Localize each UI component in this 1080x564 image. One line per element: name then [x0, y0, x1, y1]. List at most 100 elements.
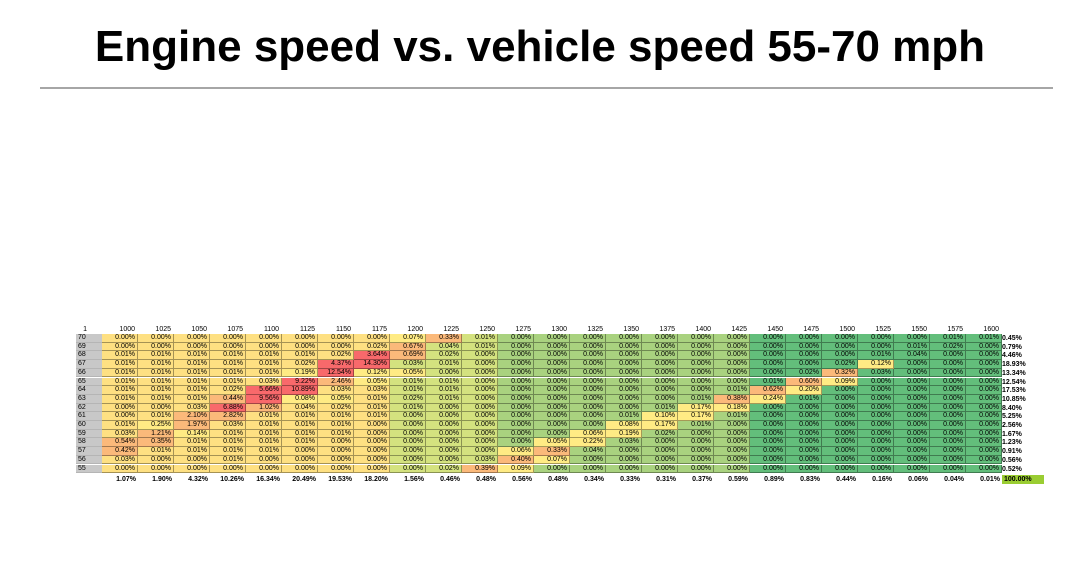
- column-header: 1075: [227, 326, 243, 333]
- table-cell: 0.06%: [498, 447, 534, 456]
- table-cell: 0.00%: [786, 464, 822, 474]
- table-cell: 0.00%: [462, 386, 498, 395]
- table-cell: 0.03%: [174, 403, 210, 413]
- table-cell: 0.00%: [498, 438, 534, 448]
- table-cell: 0.05%: [354, 377, 390, 387]
- table-cell: 0.02%: [390, 394, 426, 404]
- table-cell: 0.01%: [174, 447, 210, 456]
- table-cell: 0.00%: [894, 429, 930, 439]
- table-cell: 0.00%: [750, 368, 786, 378]
- table-cell: 0.00%: [678, 386, 714, 395]
- table-cell: 0.02%: [354, 342, 390, 352]
- table-cell: 0.02%: [318, 403, 354, 413]
- table-cell: 0.03%: [858, 368, 894, 378]
- table-cell: 0.00%: [138, 342, 174, 352]
- table-cell: 0.01%: [678, 421, 714, 430]
- row-total: 0.52%: [1002, 465, 1022, 473]
- table-cell: 0.40%: [498, 455, 534, 465]
- table-cell: 0.00%: [498, 377, 534, 387]
- table-cell: 0.01%: [174, 351, 210, 361]
- column-header: 1525: [875, 326, 891, 333]
- table-cell: 0.00%: [642, 351, 678, 361]
- table-cell: 0.01%: [714, 412, 750, 421]
- column-header: 1500: [839, 326, 855, 333]
- table-cell: 0.00%: [714, 342, 750, 352]
- table-cell: 0.00%: [894, 386, 930, 395]
- table-cell: 0.01%: [390, 377, 426, 387]
- table-cell: 0.39%: [462, 464, 498, 474]
- table-cell: 0.01%: [318, 429, 354, 439]
- table-cell: 0.00%: [390, 447, 426, 456]
- table-cell: 0.00%: [426, 412, 462, 421]
- table-cell: 0.00%: [642, 455, 678, 465]
- table-cell: 0.00%: [570, 403, 606, 413]
- column-total: 16.34%: [256, 476, 280, 484]
- table-cell: 0.00%: [354, 421, 390, 430]
- table-cell: 0.00%: [498, 421, 534, 430]
- table-cell: 0.01%: [714, 386, 750, 395]
- column-total: 0.83%: [800, 476, 820, 484]
- table-cell: 0.00%: [930, 438, 966, 448]
- table-cell: 0.01%: [930, 334, 966, 343]
- table-cell: 0.00%: [426, 455, 462, 465]
- table-cell: 0.00%: [750, 403, 786, 413]
- table-cell: 0.01%: [246, 360, 282, 369]
- table-cell: 0.00%: [498, 351, 534, 361]
- table-cell: 0.00%: [966, 394, 1002, 404]
- table-cell: 0.00%: [642, 447, 678, 456]
- table-cell: 0.01%: [210, 368, 246, 378]
- row-label: 64: [76, 386, 102, 395]
- table-cell: 0.00%: [138, 403, 174, 413]
- table-cell: 0.00%: [678, 334, 714, 343]
- table-cell: 0.01%: [246, 421, 282, 430]
- table-cell: 0.00%: [534, 368, 570, 378]
- column-total: 0.16%: [872, 476, 892, 484]
- table-cell: 0.00%: [606, 377, 642, 387]
- table-cell: 0.00%: [786, 412, 822, 421]
- table-cell: 5.66%: [246, 386, 282, 395]
- column-total: 4.32%: [188, 476, 208, 484]
- table-cell: 0.00%: [534, 342, 570, 352]
- table-cell: 0.00%: [930, 368, 966, 378]
- table-cell: 0.00%: [822, 386, 858, 395]
- table-cell: 0.12%: [354, 368, 390, 378]
- column-total: 0.59%: [728, 476, 748, 484]
- table-cell: 0.00%: [822, 438, 858, 448]
- table-cell: 0.00%: [642, 394, 678, 404]
- table-cell: 0.00%: [894, 360, 930, 369]
- table-cell: 0.00%: [570, 377, 606, 387]
- table-cell: 0.54%: [102, 438, 138, 448]
- table-cell: 0.01%: [210, 377, 246, 387]
- table-cell: 0.00%: [606, 447, 642, 456]
- table-cell: 0.00%: [930, 394, 966, 404]
- column-header: 1275: [515, 326, 531, 333]
- table-cell: 0.01%: [138, 412, 174, 421]
- table-cell: 0.00%: [714, 447, 750, 456]
- table-cell: 0.17%: [678, 403, 714, 413]
- table-cell: 0.00%: [750, 464, 786, 474]
- table-cell: 0.00%: [354, 438, 390, 448]
- table-cell: 0.01%: [102, 394, 138, 404]
- table-cell: 0.03%: [102, 429, 138, 439]
- slide-title: Engine speed vs. vehicle speed 55-70 mph: [94, 22, 986, 71]
- table-cell: 0.00%: [426, 447, 462, 456]
- column-total: 0.46%: [440, 476, 460, 484]
- table-cell: 0.00%: [822, 334, 858, 343]
- row-total: 18.93%: [1002, 361, 1026, 369]
- table-cell: 0.00%: [246, 342, 282, 352]
- row-label: 59: [76, 429, 102, 439]
- table-cell: 0.00%: [426, 368, 462, 378]
- table-cell: 0.00%: [246, 334, 282, 343]
- column-total: 0.48%: [476, 476, 496, 484]
- table-cell: 0.00%: [534, 464, 570, 474]
- table-cell: 0.00%: [786, 429, 822, 439]
- column-header: 1550: [911, 326, 927, 333]
- column-header: 1450: [767, 326, 783, 333]
- table-cell: 0.01%: [606, 412, 642, 421]
- table-cell: 0.00%: [858, 342, 894, 352]
- table-cell: 0.02%: [786, 368, 822, 378]
- table-cell: 0.00%: [210, 342, 246, 352]
- table-cell: 0.00%: [390, 412, 426, 421]
- table-cell: 0.00%: [678, 429, 714, 439]
- table-cell: 0.00%: [750, 455, 786, 465]
